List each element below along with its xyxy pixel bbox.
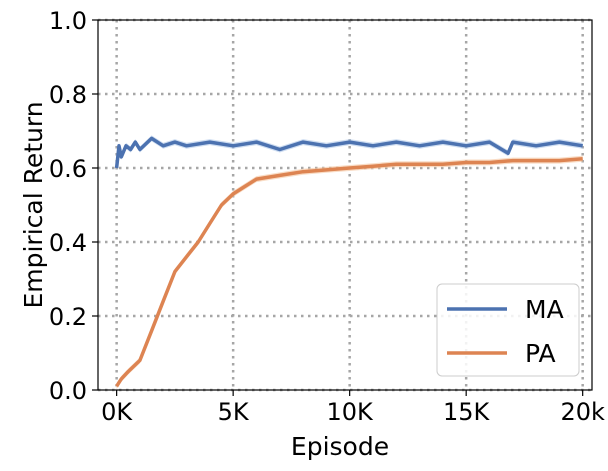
- y-tick-label: 0.8: [49, 81, 87, 109]
- y-tick-label: 0.2: [49, 303, 87, 331]
- y-tick-label: 0.4: [49, 229, 87, 257]
- x-tick-label: 0K: [101, 398, 133, 426]
- legend-label-ma: MA: [525, 295, 564, 324]
- series-line-pa: [115, 157, 583, 388]
- x-tick-label: 10K: [327, 398, 375, 426]
- y-tick-label: 0.6: [49, 155, 87, 183]
- y-tick-label: 1.0: [49, 7, 87, 35]
- y-axis-label: Empirical Return: [19, 101, 48, 308]
- legend: MA PA: [436, 283, 580, 377]
- x-tick-label: 15K: [443, 398, 491, 426]
- x-tick-label: 5K: [218, 398, 250, 426]
- series-lines: [114, 136, 583, 388]
- axis-ticks: 0K 5K 10K 15K 20k 0.0 0.2 0.4 0.6 0.8 1.0: [49, 7, 605, 426]
- x-tick-label: 20k: [560, 398, 605, 426]
- x-axis-label: Episode: [291, 432, 389, 461]
- y-tick-label: 0.0: [49, 377, 87, 405]
- series-line-ma: [114, 136, 583, 169]
- legend-label-pa: PA: [525, 339, 556, 368]
- plot-frame: [97, 19, 593, 391]
